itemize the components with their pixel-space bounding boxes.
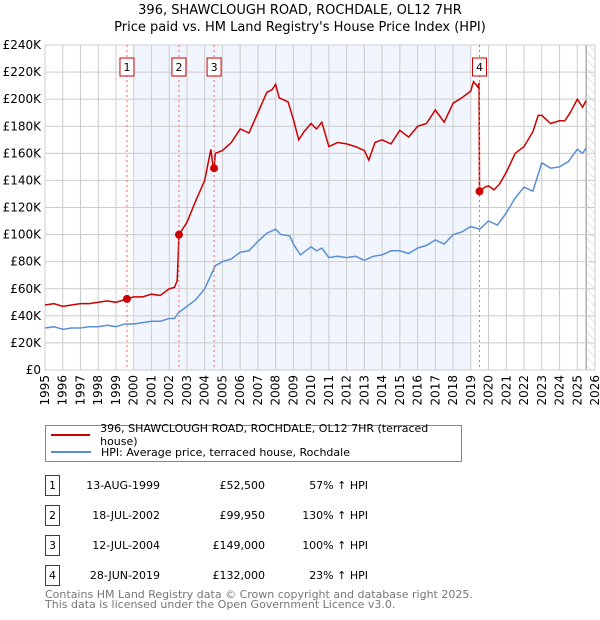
x-tick-label: 1995	[38, 375, 52, 406]
chart-title: 396, SHAWCLOUGH ROAD, ROCHDALE, OL12 7HR	[138, 3, 462, 18]
y-tick-label: £140K	[3, 173, 43, 187]
chart-subtitle: Price paid vs. HM Land Registry's House …	[114, 20, 486, 35]
y-tick-label: £180K	[3, 119, 43, 133]
sale-label-box	[119, 57, 135, 77]
x-tick-label: 2026	[588, 375, 600, 406]
legend-item-property: 396, SHAWCLOUGH ROAD, ROCHDALE, OL12 7HR…	[46, 422, 461, 448]
x-tick-label: 2006	[233, 375, 247, 406]
sale-label: 4	[476, 61, 483, 74]
y-tick-label: £40K	[10, 309, 42, 323]
table-row: 3 12-JUL-2004 £149,000 100% ↑ HPI	[0, 535, 600, 557]
sale-date: 12-JUL-2004	[92, 539, 160, 552]
y-tick-label: £200K	[3, 92, 43, 106]
legend-label-hpi: HPI: Average price, terraced house, Roch…	[101, 445, 350, 459]
sale-date: 18-JUL-2002	[92, 509, 160, 522]
sale-hpi-change: 130% ↑ HPI	[302, 509, 368, 522]
sale-number-badge: 3	[45, 535, 60, 556]
sale-point	[475, 187, 484, 196]
x-tick-label: 2008	[269, 375, 283, 406]
x-tick-label: 1998	[91, 375, 105, 406]
y-tick-label: £120K	[3, 201, 43, 215]
sale-label: 1	[123, 61, 130, 74]
x-tick-label: 2013	[357, 375, 371, 406]
x-tick-label: 2012	[340, 375, 354, 406]
x-tick-label: 1997	[73, 375, 87, 406]
y-tick-label: £100K	[3, 228, 43, 242]
legend-item-hpi: HPI: Average price, terraced house, Roch…	[46, 444, 350, 460]
table-row: 2 18-JUL-2002 £99,950 130% ↑ HPI	[0, 505, 600, 527]
x-tick-label: 1999	[109, 375, 123, 406]
x-tick-label: 2023	[535, 375, 549, 406]
sale-hpi-change: 100% ↑ HPI	[302, 539, 368, 552]
sale-point	[122, 294, 131, 303]
price-chart: £0 £20K £40K £60K £80K £100K £120K £140K £160K £1…	[3, 38, 600, 406]
y-tick-label: £240K	[3, 38, 43, 52]
x-tick-label: 2005	[215, 375, 229, 406]
legend-swatch-red	[51, 434, 91, 436]
sale-label-box	[206, 57, 222, 77]
sale-price: £149,000	[212, 539, 266, 552]
sale-number-badge: 4	[45, 565, 60, 586]
x-tick-label: 1996	[56, 375, 70, 406]
sale-date: 28-JUN-2019	[89, 569, 160, 582]
footer-line-1: Contains HM Land Registry data © Crown c…	[45, 588, 473, 601]
x-tick-label: 2016	[411, 375, 425, 406]
x-tick-label: 2000	[127, 375, 141, 406]
x-tick-label: 2015	[393, 375, 407, 406]
hpi-line	[44, 147, 587, 331]
y-tick-label: £20K	[10, 336, 42, 350]
x-tick-label: 2024	[553, 375, 567, 406]
x-tick-label: 2011	[322, 375, 336, 406]
x-tick-label: 2007	[251, 375, 265, 406]
x-tick-label: 2022	[517, 375, 531, 406]
sale-price: £99,950	[219, 509, 266, 522]
sale-point	[174, 230, 183, 239]
table-row: 1 13-AUG-1999 £52,500 57% ↑ HPI	[0, 475, 600, 497]
legend: 396, SHAWCLOUGH ROAD, ROCHDALE, OL12 7HR…	[45, 422, 462, 462]
x-tick-label: 2019	[464, 375, 478, 406]
x-tick-label: 2018	[446, 375, 460, 406]
x-tick-label: 2003	[180, 375, 194, 406]
sale-label: 3	[211, 61, 218, 74]
sale-hpi-change: 57% ↑ HPI	[309, 479, 368, 492]
x-tick-label: 2002	[162, 375, 176, 406]
sale-label-box	[171, 57, 187, 77]
y-tick-label: £80K	[10, 255, 42, 269]
x-tick-label: 2001	[144, 375, 158, 406]
property-price-line	[44, 80, 587, 308]
x-tick-label: 2014	[375, 375, 389, 406]
legend-label-property: 396, SHAWCLOUGH ROAD, ROCHDALE, OL12 7HR…	[100, 422, 429, 448]
x-tick-label: 2021	[499, 375, 513, 406]
footer-line-2: This data is licensed under the Open Gov…	[45, 598, 396, 611]
x-tick-label: 2025	[570, 375, 584, 406]
sale-number-badge: 1	[45, 475, 60, 496]
x-tick-label: 2004	[198, 375, 212, 406]
sale-date: 13-AUG-1999	[86, 479, 160, 492]
sale-label: 2	[175, 61, 182, 74]
y-tick-label: £0	[26, 363, 41, 377]
y-tick-label: £160K	[3, 146, 43, 160]
x-tick-label: 2020	[482, 375, 496, 406]
legend-swatch-blue	[51, 451, 91, 453]
x-tick-label: 2010	[304, 375, 318, 406]
sale-price: £132,000	[212, 569, 266, 582]
sale-label-box	[472, 57, 487, 77]
table-row: 4 28-JUN-2019 £132,000 23% ↑ HPI	[0, 565, 600, 587]
footer: Contains HM Land Registry data © Crown c…	[45, 588, 473, 611]
sale-hpi-change: 23% ↑ HPI	[309, 569, 368, 582]
sale-number-badge: 2	[45, 505, 60, 526]
x-tick-label: 2009	[286, 375, 300, 406]
x-tick-label: 2017	[428, 375, 442, 406]
y-tick-label: £60K	[10, 282, 42, 296]
sale-price: £52,500	[219, 479, 266, 492]
plot-frame	[44, 44, 596, 371]
y-tick-label: £220K	[3, 65, 43, 79]
sale-point	[210, 164, 219, 173]
